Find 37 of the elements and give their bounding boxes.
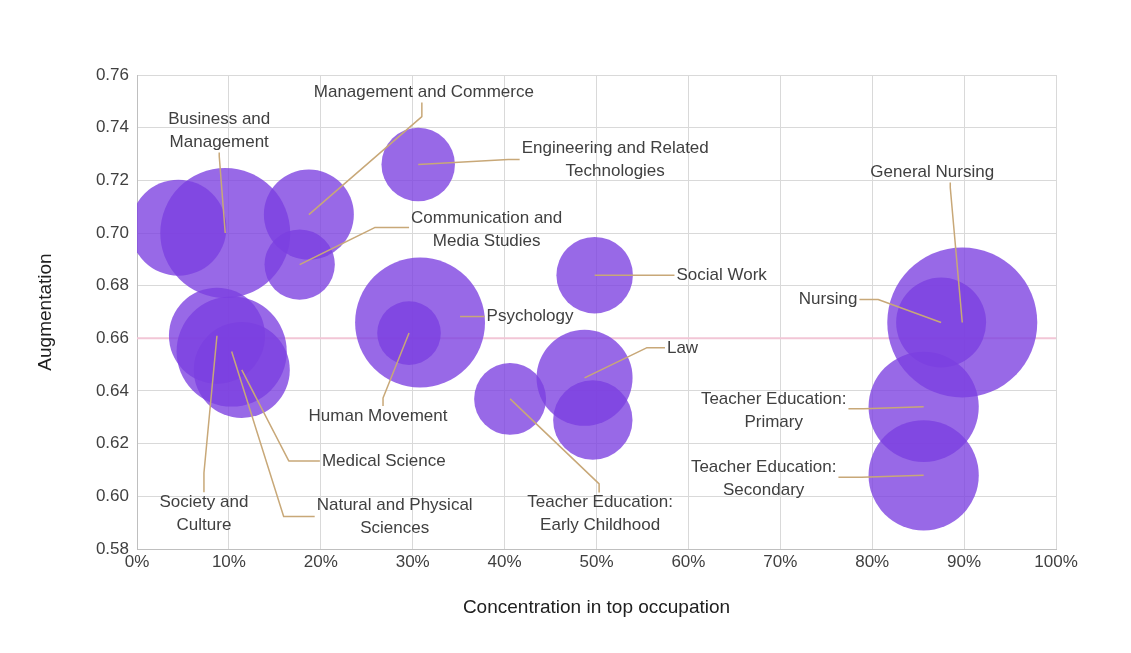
series-label: Teacher Education: Secondary — [690, 457, 837, 500]
series-label: Business and Management — [168, 109, 271, 152]
x-tick-label: 40% — [487, 551, 522, 571]
text: Management and Commerce — [313, 82, 534, 102]
y-tick-label: 0.60 — [95, 486, 129, 506]
x-tick-label: 80% — [855, 551, 890, 571]
x-tick-label: 70% — [763, 551, 798, 571]
x-axis-title: Concentration in top occupation — [462, 595, 731, 617]
y-tick-label: 0.72 — [95, 170, 129, 190]
x-tick-label: 100% — [1034, 551, 1078, 571]
series-label: Psychology — [486, 306, 575, 326]
y-tick-label: 0.66 — [95, 328, 129, 348]
y-tick-label: 0.68 — [95, 275, 129, 295]
text: Communication and Media Studies — [411, 207, 563, 250]
text: Society and Culture — [159, 491, 249, 534]
series-label: Teacher Education: Primary — [700, 388, 847, 431]
y-tick-label: 0.62 — [95, 433, 129, 453]
text: General Nursing — [870, 162, 995, 182]
y-tick-label: 0.70 — [95, 222, 129, 242]
x-tick-label: 90% — [947, 551, 982, 571]
y-axis-title: Augmentation — [33, 253, 55, 371]
text: Law — [666, 337, 699, 357]
x-tick-label: 20% — [303, 551, 338, 571]
text: Nursing — [798, 289, 858, 309]
text: Medical Science — [321, 450, 446, 470]
y-tick-label: 0.64 — [95, 380, 129, 400]
text: Natural and Physical Sciences — [316, 494, 473, 537]
text: Social Work — [676, 264, 768, 284]
y-tick-label: 0.76 — [95, 64, 129, 84]
x-tick-label: 50% — [579, 551, 614, 571]
x-tick-label: 60% — [671, 551, 706, 571]
text: Teacher Education: Early Childhood — [527, 492, 673, 535]
text: Human Movement — [308, 405, 448, 425]
x-tick-label: 30% — [395, 551, 430, 571]
x-tick-label: 10% — [211, 551, 246, 571]
text: Engineering and Related Technologies — [521, 137, 709, 180]
y-tick-label: 0.74 — [95, 117, 129, 137]
